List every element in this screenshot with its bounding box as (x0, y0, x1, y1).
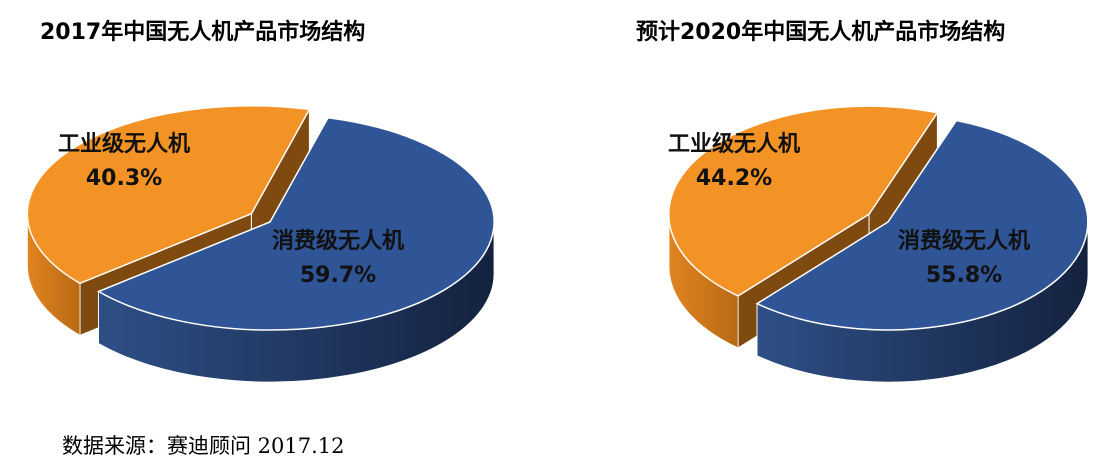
pie-slice-industrial (668, 105, 939, 297)
chart-title-2017: 2017年中国无人机产品市场结构 (40, 20, 366, 45)
slice-value: 59.7% (299, 263, 377, 288)
slice-label-industrial-2017: 工业级无人机 40.3% (58, 128, 190, 196)
chart-title-2020: 预计2020年中国无人机产品市场结构 (636, 20, 1006, 45)
pie-slice-industrial (26, 104, 311, 285)
slice-value: 40.3% (85, 166, 163, 191)
slice-value: 44.2% (695, 166, 773, 191)
slice-name: 工业级无人机 (58, 132, 191, 157)
pie-slice-consumer (96, 116, 495, 331)
slice-label-industrial-2020: 工业级无人机 44.2% (668, 128, 800, 196)
slice-name: 工业级无人机 (668, 132, 801, 157)
slice-value: 55.8% (925, 263, 1003, 288)
data-source: 数据来源：赛迪顾问 2017.12 (62, 434, 345, 458)
slice-label-consumer-2020: 消费级无人机 55.8% (898, 225, 1030, 293)
pie-slice-consumer (755, 119, 1089, 331)
slice-name: 消费级无人机 (898, 229, 1031, 254)
slice-name: 消费级无人机 (272, 229, 405, 254)
slice-label-consumer-2017: 消费级无人机 59.7% (272, 225, 404, 293)
